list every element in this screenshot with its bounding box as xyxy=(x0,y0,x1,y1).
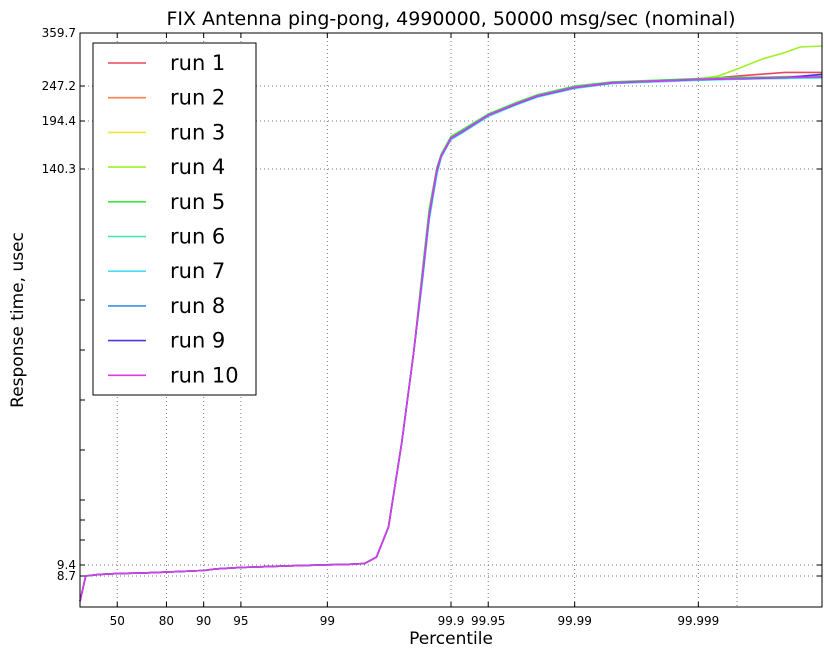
legend-label: run 4 xyxy=(170,155,225,179)
legend-label: run 8 xyxy=(170,294,225,318)
legend-label: run 7 xyxy=(170,259,225,283)
x-tick-label: 50 xyxy=(110,614,125,628)
y-axis-label: Response time, usec xyxy=(8,232,28,408)
y-tick-label: 247.2 xyxy=(42,79,76,93)
x-tick-label: 99.95 xyxy=(471,614,505,628)
x-tick-label: 95 xyxy=(233,614,248,628)
legend-label: run 5 xyxy=(170,190,225,214)
x-tick-label: 80 xyxy=(159,614,174,628)
legend-label: run 1 xyxy=(170,51,225,75)
y-tick-label: 8.7 xyxy=(57,569,76,583)
legend-label: run 9 xyxy=(170,329,225,353)
series-line-run-10 xyxy=(79,76,823,602)
legend: run 1 run 2 run 3 run 4 run 5 run 6 run 7 run 8… xyxy=(92,42,257,396)
x-tick-label: 90 xyxy=(196,614,211,628)
legend-label: run 10 xyxy=(170,363,239,387)
y-tick-label: 359.7 xyxy=(42,26,76,40)
legend-label: run 6 xyxy=(170,225,225,249)
y-tick-label: 9.4 xyxy=(57,558,76,572)
y-tick-label: 140.3 xyxy=(42,162,76,176)
x-tick-label: 99.99 xyxy=(557,614,591,628)
x-tick-label: 99 xyxy=(320,614,335,628)
legend-label: run 3 xyxy=(170,120,225,144)
chart-title: FIX Antenna ping-pong, 4990000, 50000 ms… xyxy=(166,8,735,30)
y-tick-label: 194.4 xyxy=(42,114,76,128)
x-tick-label: 99.999 xyxy=(677,614,719,628)
axis-ticks: 50 80 90 95 99 99.9 99.95 99.99 99.999 8.79.4 140.… xyxy=(42,26,822,628)
plot-series xyxy=(79,45,823,602)
x-axis-label: Percentile xyxy=(409,629,493,649)
legend-box xyxy=(92,42,257,396)
legend-label: run 2 xyxy=(170,86,225,110)
x-tick-label: 99.9 xyxy=(438,614,465,628)
